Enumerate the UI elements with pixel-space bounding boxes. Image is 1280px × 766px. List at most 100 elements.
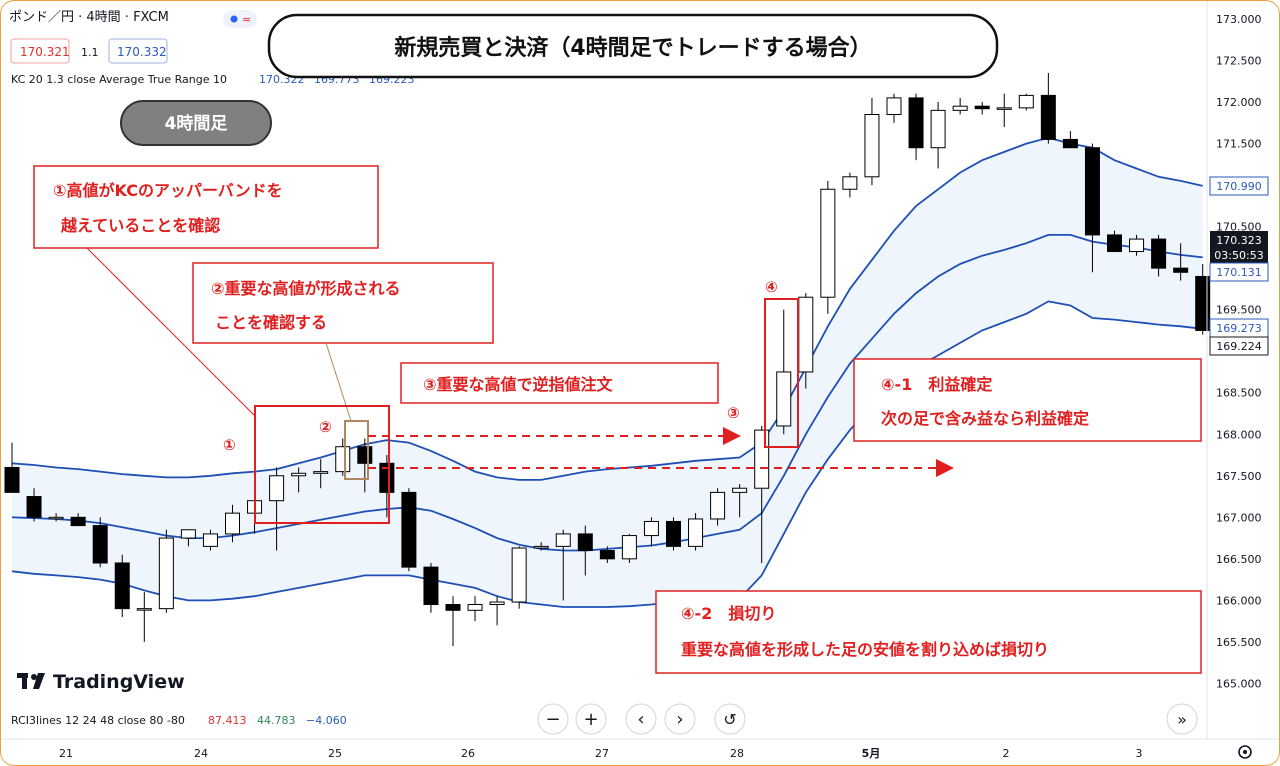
candle	[688, 513, 704, 551]
candle	[401, 488, 417, 572]
candle-body-bullish	[688, 518, 704, 547]
candle	[225, 504, 240, 543]
price-tick-label: 168.000	[1216, 428, 1262, 441]
svg-text:169.273: 169.273	[1216, 322, 1262, 335]
candle-body-bullish	[643, 520, 659, 537]
candle	[114, 554, 130, 617]
ask-box[interactable]	[108, 38, 168, 64]
reset-chart-button[interactable]: ↺	[714, 703, 746, 735]
candle	[335, 438, 351, 476]
svg-text:169.224: 169.224	[1216, 340, 1262, 353]
candle	[1018, 93, 1034, 111]
candle-body-bullish	[886, 97, 902, 116]
scroll-left-button[interactable]: ‹	[625, 703, 657, 735]
candle	[908, 93, 924, 161]
annotation-1-pointer	[86, 247, 257, 418]
candle-body-bearish	[92, 525, 108, 564]
candle-body-bullish	[798, 296, 814, 373]
candle	[820, 180, 836, 314]
candle-body-bullish	[225, 512, 240, 535]
candle	[379, 455, 395, 518]
candle-body-bullish	[930, 109, 946, 149]
candle-body-bearish	[4, 466, 20, 493]
candle-body-bullish	[864, 114, 880, 178]
candle-body-bullish	[776, 371, 792, 427]
spread-value: 1.1	[81, 46, 99, 59]
svg-text:+: +	[583, 709, 598, 730]
candle	[313, 459, 329, 489]
candle	[732, 484, 748, 518]
candles-group	[4, 72, 1211, 647]
time-axis[interactable]: 21 24 25 26 27 28 5月 2 3	[59, 747, 1143, 760]
candle-body-bullish	[952, 105, 968, 111]
ask-price: 170.332	[117, 45, 167, 59]
keltner-band-fill	[12, 137, 1203, 608]
time-tick-label: 27	[595, 747, 609, 760]
candle	[202, 529, 218, 551]
annotation-4-1-line2: 次の足で含み益なら利益確定	[881, 409, 1089, 428]
candle	[996, 93, 1012, 127]
time-tick-label: 26	[461, 747, 475, 760]
candle	[4, 442, 20, 493]
annotation-4-2-line1: ④-2 損切り	[681, 604, 776, 623]
candle	[1107, 230, 1122, 253]
jump-to-realtime-button[interactable]: »	[1166, 703, 1198, 735]
candle-body-bullish	[202, 533, 218, 547]
price-tick-label: 172.500	[1216, 55, 1262, 68]
marker-1: ①	[223, 436, 236, 454]
candle	[158, 529, 174, 613]
stop-loss-arrowhead	[936, 459, 954, 477]
indicator-legend[interactable]: KC 20 1.3 close Average True Range 10	[11, 73, 227, 86]
candle-body-bearish	[666, 520, 681, 547]
time-tick-label: 28	[730, 747, 744, 760]
time-tick-label: 3	[1136, 747, 1143, 760]
candle	[842, 172, 858, 198]
candle-body-bearish	[114, 562, 130, 610]
candle-body-bearish	[357, 446, 373, 464]
annotation-2-line2: ことを確認する	[215, 313, 327, 332]
rci-legend[interactable]: RCI3lines 12 24 48 close 80 -80	[11, 714, 185, 727]
candle-body-bullish	[489, 601, 505, 606]
candle	[710, 488, 726, 526]
price-tick-label: 168.500	[1216, 387, 1262, 400]
tradingview-logo[interactable]: TradingView	[17, 671, 185, 693]
tradingview-wordmark: TradingView	[53, 671, 185, 693]
candle-body-bullish	[842, 176, 858, 190]
symbol-title: ポンド／円 · 4時間 · FXCM	[9, 10, 169, 25]
candle-body-bullish	[313, 471, 329, 474]
keltner-upper-line	[11, 136, 1203, 481]
highlight-box-1	[254, 405, 390, 524]
candle-body-bullish	[710, 491, 726, 520]
time-tick-label: 24	[194, 747, 208, 760]
bid-box[interactable]	[10, 38, 70, 64]
highlight-box-4	[764, 298, 799, 448]
candle-body-bearish	[423, 566, 439, 606]
price-label-last: 170.323 03:50:53	[1210, 231, 1268, 263]
timeframe-badge-label: 4時間足	[165, 113, 228, 134]
price-tick-label: 166.500	[1216, 553, 1262, 566]
candle-body-bullish	[335, 446, 351, 473]
candle-body-bullish	[180, 529, 196, 539]
price-tick-label: 170.500	[1216, 221, 1262, 234]
annotation-4-2-line2: 重要な高値を形成した足の安値を割り込めば損切り	[681, 640, 1049, 659]
bid-price: 170.321	[20, 45, 70, 59]
zoom-out-button[interactable]: −	[537, 703, 569, 735]
price-label-lower: 169.273	[1209, 318, 1269, 338]
price-label-last-low: 169.224	[1209, 336, 1269, 356]
settings-gear-icon[interactable]	[1238, 745, 1252, 759]
price-tick-label: 169.500	[1216, 304, 1262, 317]
svg-text:170.323: 170.323	[1216, 234, 1262, 247]
candle-body-bearish	[379, 462, 395, 493]
stop-order-arrowhead	[723, 427, 741, 445]
keltner-lower-line	[11, 300, 1203, 608]
scroll-right-button[interactable]: ›	[664, 703, 696, 735]
candle	[886, 93, 902, 123]
svg-text:‹: ‹	[637, 709, 644, 730]
candle	[1151, 234, 1167, 277]
price-label-mid: 170.131	[1209, 262, 1269, 282]
zoom-in-button[interactable]: +	[575, 703, 607, 735]
candle-body-bearish	[599, 550, 615, 560]
candle-body-bullish	[1018, 94, 1034, 109]
market-status-badge[interactable]: ≈	[223, 10, 257, 28]
